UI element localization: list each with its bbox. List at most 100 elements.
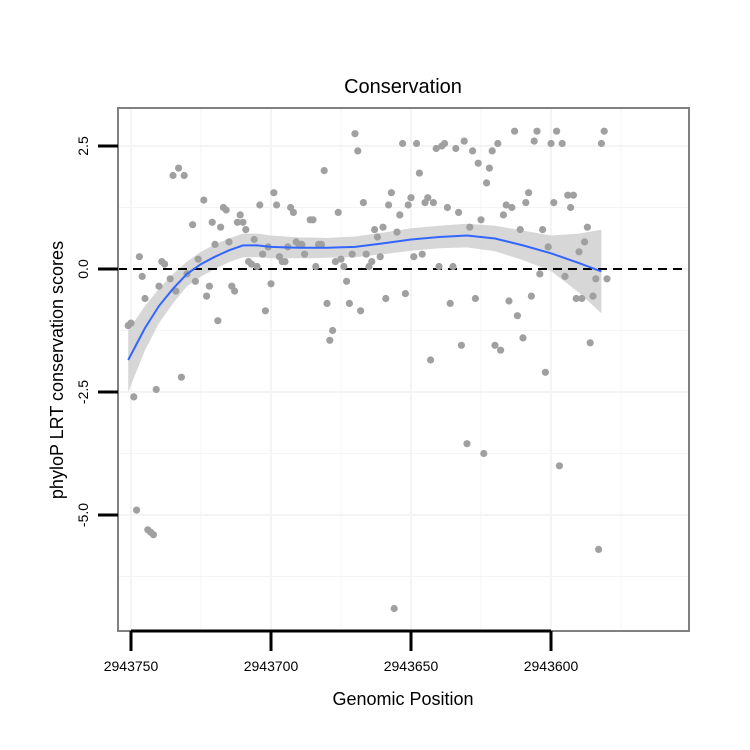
data-point xyxy=(317,240,325,248)
data-point xyxy=(345,299,353,307)
data-point xyxy=(340,262,348,271)
data-point xyxy=(309,216,317,224)
data-point xyxy=(427,356,435,364)
data-point xyxy=(525,189,533,197)
data-point xyxy=(578,294,586,303)
data-point xyxy=(138,272,146,280)
data-point xyxy=(516,226,524,234)
data-point xyxy=(581,238,589,246)
data-point xyxy=(326,336,334,344)
data-point xyxy=(480,449,488,458)
data-point xyxy=(432,144,440,153)
data-point xyxy=(595,545,603,554)
data-point xyxy=(446,299,454,307)
data-point xyxy=(256,201,264,209)
x-tick-label: 2943750 xyxy=(104,658,159,674)
data-point xyxy=(242,226,250,234)
data-point xyxy=(536,270,544,278)
data-point xyxy=(261,307,269,315)
data-point xyxy=(133,506,141,514)
data-point xyxy=(387,189,395,197)
data-point xyxy=(592,275,600,283)
data-point xyxy=(558,139,566,148)
data-point xyxy=(191,277,199,285)
data-point xyxy=(407,194,415,202)
panel-border xyxy=(117,107,690,632)
fit-line-layer xyxy=(127,234,602,361)
y-axis-label: phyloP LRT conservation scores xyxy=(47,241,67,499)
data-point xyxy=(441,139,449,148)
data-point xyxy=(281,258,289,266)
confidence-band-layer xyxy=(128,223,602,392)
data-point xyxy=(471,294,479,303)
data-point xyxy=(452,144,460,153)
data-point xyxy=(477,216,485,224)
y-tick-label: 0.0 xyxy=(75,259,91,279)
data-point xyxy=(555,462,564,470)
data-point xyxy=(488,147,496,155)
grid-lines xyxy=(118,108,689,631)
data-point xyxy=(575,248,583,256)
data-point xyxy=(231,287,239,295)
data-point xyxy=(172,287,180,295)
data-point xyxy=(348,250,356,258)
x-tick-label: 2943650 xyxy=(384,658,439,674)
data-point xyxy=(603,275,611,283)
data-point xyxy=(379,223,387,231)
data-point xyxy=(298,240,306,248)
data-point xyxy=(211,240,219,248)
confidence-band xyxy=(128,223,602,392)
data-point xyxy=(337,255,345,263)
data-point xyxy=(385,201,393,209)
data-point xyxy=(469,147,477,155)
data-point xyxy=(499,211,507,219)
data-point xyxy=(413,139,421,148)
data-point xyxy=(236,211,244,219)
data-point xyxy=(155,282,163,290)
data-points-layer xyxy=(124,127,611,613)
data-point xyxy=(273,201,281,209)
data-point xyxy=(289,208,297,216)
data-point xyxy=(359,199,367,207)
data-point xyxy=(502,201,510,209)
y-tick-label: -5.0 xyxy=(75,503,91,527)
data-point xyxy=(233,218,241,226)
x-tick-label: 2943600 xyxy=(524,658,579,674)
data-point xyxy=(217,223,225,231)
data-point xyxy=(510,127,519,135)
data-point xyxy=(334,208,342,216)
data-point xyxy=(600,127,608,135)
data-point xyxy=(177,373,185,381)
data-point xyxy=(485,164,493,172)
data-point xyxy=(323,299,331,307)
data-point xyxy=(527,292,536,300)
data-point xyxy=(457,341,465,349)
data-point xyxy=(351,130,359,138)
data-point xyxy=(424,194,432,202)
data-point xyxy=(586,339,594,347)
data-point xyxy=(561,272,569,280)
data-point xyxy=(396,211,404,219)
data-point xyxy=(368,258,376,266)
data-point xyxy=(270,189,278,197)
smoothed-fit-line xyxy=(127,234,602,361)
data-point xyxy=(250,235,258,244)
data-point xyxy=(497,346,505,354)
data-point xyxy=(161,260,169,268)
data-point xyxy=(597,139,606,148)
data-point xyxy=(583,223,592,231)
data-point xyxy=(522,199,530,207)
data-point xyxy=(357,307,365,315)
data-point xyxy=(189,221,197,229)
data-point xyxy=(373,233,381,241)
data-point xyxy=(547,139,555,148)
data-point xyxy=(152,385,160,394)
data-point xyxy=(382,294,390,303)
data-point xyxy=(149,531,157,539)
data-point xyxy=(135,253,143,261)
data-point xyxy=(130,393,138,401)
data-point xyxy=(483,179,491,187)
data-point xyxy=(569,191,578,199)
data-point xyxy=(362,250,370,258)
data-point xyxy=(320,167,328,175)
